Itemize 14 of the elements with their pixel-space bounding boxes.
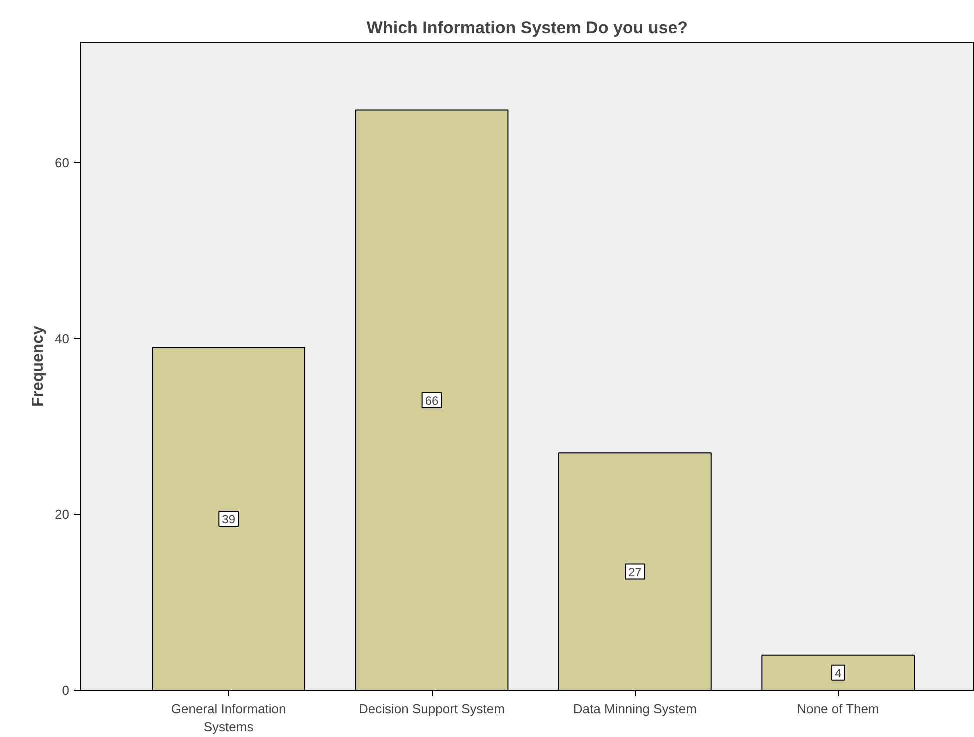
y-tick-label: 20 — [55, 507, 70, 522]
y-axis-title: Frequency — [30, 326, 48, 407]
y-tick-label: 60 — [55, 155, 70, 170]
x-tick-label: General Information Systems — [171, 702, 286, 734]
chart-title: Which Information System Do you use? — [366, 18, 688, 38]
x-tick-label: Data Minning System — [573, 702, 697, 716]
data-label: 66 — [425, 394, 440, 408]
data-label: 4 — [835, 666, 842, 680]
x-tick-label: Decision Support System — [359, 702, 505, 716]
data-label: 27 — [628, 565, 642, 580]
y-tick-label: 40 — [55, 331, 70, 346]
x-tick-label: None of Them — [797, 702, 880, 716]
data-label: 39 — [222, 512, 236, 527]
y-tick-label: 0 — [62, 683, 70, 698]
